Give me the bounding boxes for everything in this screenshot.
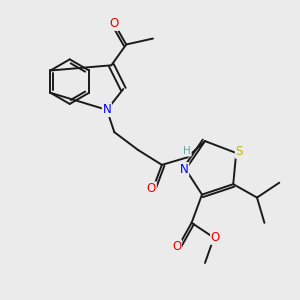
Text: H: H bbox=[183, 146, 191, 156]
Text: N: N bbox=[180, 163, 189, 176]
Text: S: S bbox=[236, 145, 243, 158]
Text: N: N bbox=[103, 103, 111, 116]
Text: O: O bbox=[172, 240, 182, 253]
Text: O: O bbox=[211, 231, 220, 244]
Text: O: O bbox=[110, 17, 119, 30]
Text: O: O bbox=[147, 182, 156, 195]
